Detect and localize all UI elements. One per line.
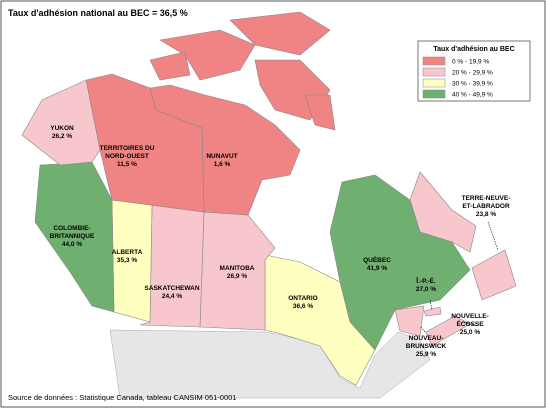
region-value: 23,8 %: [476, 211, 496, 218]
region: [149, 11, 336, 216]
region-name: TERRE-NEUVE-: [462, 195, 511, 202]
legend-label: 40 % - 49,9 %: [452, 92, 493, 99]
leader-line: [429, 299, 433, 311]
legend-swatch: [422, 67, 446, 77]
region: [394, 305, 425, 337]
region-name: ALBERTA: [112, 249, 143, 256]
region-value: 35,3 %: [117, 257, 137, 264]
region-shape: [229, 11, 331, 56]
region-value: 1,6 %: [214, 161, 231, 168]
legend: Taux d'adhésion au BEC 0 % - 19,9 % 20 % …: [417, 40, 531, 102]
region-value: 44,0 %: [62, 241, 82, 248]
region: [21, 79, 101, 166]
region-name: ET-LABRADOR: [462, 203, 510, 210]
region-shape: [394, 305, 425, 337]
region-name: NUNAVUT: [206, 153, 237, 160]
region-value: 25,0 %: [460, 329, 480, 336]
region-shape: [85, 73, 205, 213]
region-value: 41,9 %: [367, 265, 387, 272]
region-name: YUKON: [50, 125, 74, 132]
legend-swatch: [422, 89, 446, 99]
map-title: Taux d'adhésion national au BEC = 36,5 %: [8, 8, 188, 18]
legend-label: 30 % - 39,9 %: [452, 81, 493, 88]
region-name: MANITOBA: [220, 265, 255, 272]
region-shape: [149, 51, 191, 81]
region-shape: [423, 306, 442, 317]
region-name: SASKATCHEWAN: [144, 285, 199, 292]
region-name: BRITANNIQUE: [50, 233, 95, 240]
region-name: NOUVEAU-: [409, 335, 444, 342]
region-name: ONTARIO: [288, 295, 318, 302]
region-shape: [304, 94, 336, 131]
region-name: QUÉBEC: [363, 255, 391, 264]
region-shape: [21, 79, 101, 166]
leader-line: [419, 325, 426, 333]
region-value: 26,9 %: [227, 273, 247, 280]
source: Source de données : Statistique Canada, …: [8, 393, 236, 402]
region: [423, 306, 442, 317]
region-value: 11,5 %: [117, 161, 137, 168]
region-name: NOUVELLE-: [451, 313, 489, 320]
legend-label: 20 % - 29,9 %: [452, 70, 493, 77]
legend-swatch: [422, 56, 446, 66]
leader-line: [461, 321, 479, 327]
region-value: 26,2 %: [52, 133, 72, 140]
region-value: 24,4 %: [162, 293, 182, 300]
region-name: COLOMBIE-: [53, 225, 90, 232]
region: [34, 161, 115, 313]
legend-label: 0 % - 19,9 %: [452, 59, 489, 66]
region-shape: [471, 249, 517, 301]
region-name: Î.-P.-É.: [415, 276, 436, 285]
region-name: BRUNSWICK: [406, 343, 447, 350]
region-shape: [34, 161, 115, 313]
legend-title: Taux d'adhésion au BEC: [433, 46, 514, 53]
region-name: TERRITOIRES DU: [100, 145, 155, 152]
region-value: 36,6 %: [293, 303, 313, 310]
usa: [109, 329, 431, 399]
legend-swatch: [422, 78, 446, 88]
region-value: 27,0 %: [416, 286, 436, 293]
region-value: 25,9 %: [416, 351, 436, 358]
region: [409, 171, 517, 301]
region: [85, 51, 205, 213]
region-name: NORD-OUEST: [105, 153, 149, 160]
region-name: ÉCOSSE: [456, 319, 484, 328]
